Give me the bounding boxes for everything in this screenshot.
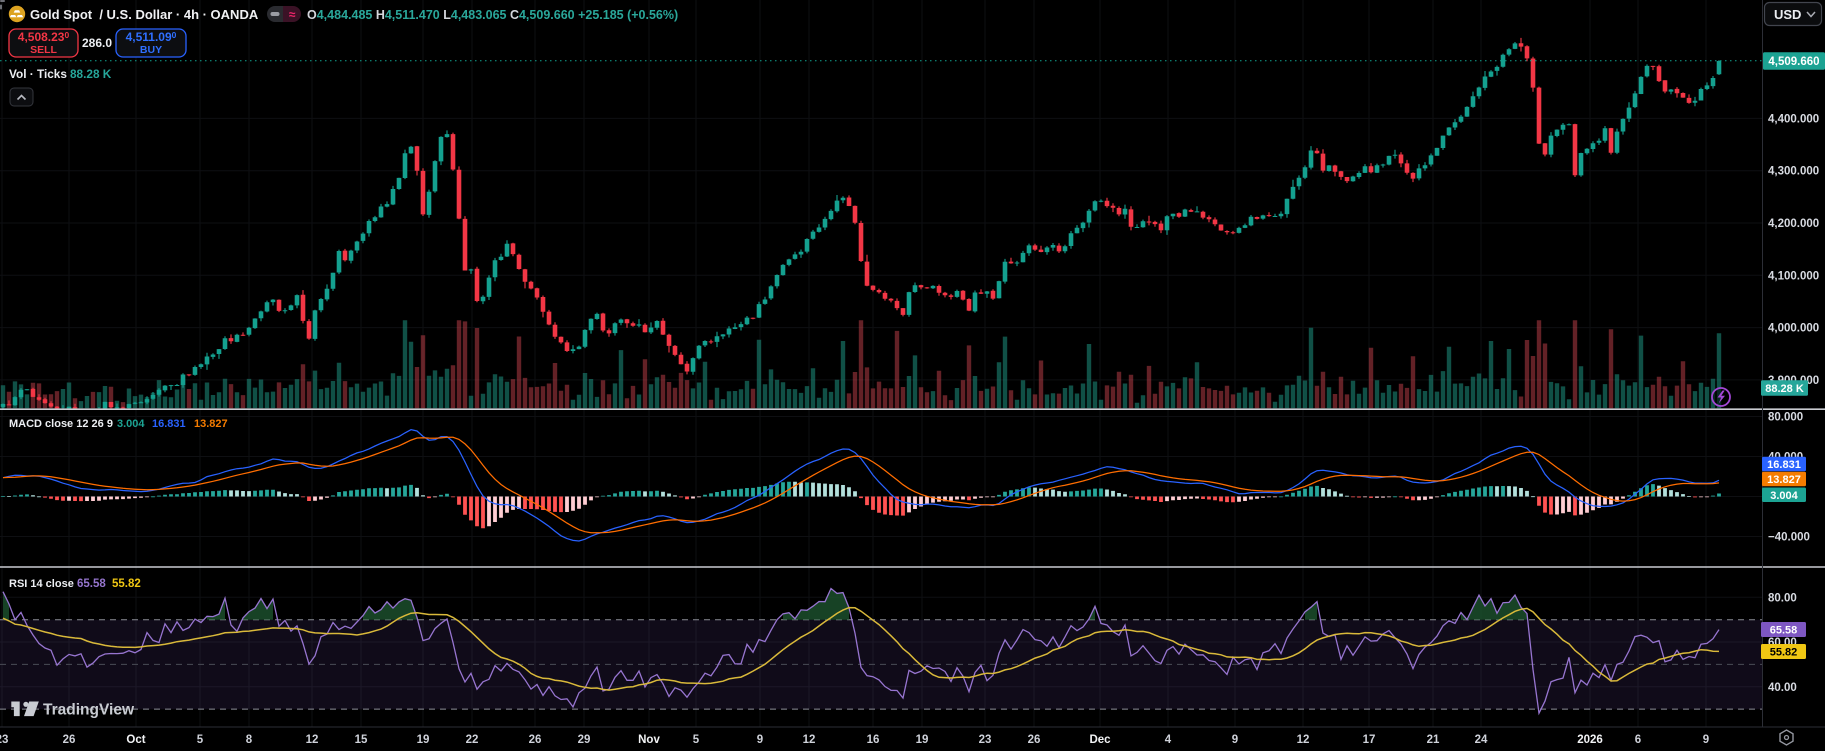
- svg-text:4,400.000: 4,400.000: [1768, 113, 1819, 125]
- svg-text:19: 19: [916, 734, 929, 746]
- svg-text:5: 5: [197, 734, 204, 746]
- svg-text:4,100.000: 4,100.000: [1768, 270, 1819, 282]
- svg-text:4,200.000: 4,200.000: [1768, 218, 1819, 230]
- svg-text:Dec: Dec: [1089, 734, 1111, 746]
- svg-text:24: 24: [1475, 734, 1488, 746]
- svg-text:−40.000: −40.000: [1768, 532, 1810, 544]
- svg-text:80.000: 80.000: [1768, 412, 1803, 424]
- svg-text:88.28 K: 88.28 K: [70, 67, 112, 81]
- svg-text:16.831: 16.831: [152, 418, 186, 430]
- svg-text:MACD close 12 26 9: MACD close 12 26 9: [9, 418, 113, 430]
- svg-text:23: 23: [979, 734, 992, 746]
- svg-text:13.827: 13.827: [194, 418, 228, 430]
- svg-text:55.82: 55.82: [112, 578, 141, 590]
- svg-text:8: 8: [246, 734, 253, 746]
- svg-text:80.00: 80.00: [1768, 592, 1797, 604]
- svg-text:4,508.230: 4,508.230: [18, 30, 70, 44]
- svg-text:USD: USD: [1774, 7, 1801, 22]
- svg-text:16: 16: [867, 734, 880, 746]
- svg-text:6: 6: [1635, 734, 1641, 746]
- svg-text:TradingView: TradingView: [43, 702, 135, 719]
- svg-text:88.28 K: 88.28 K: [1765, 383, 1804, 395]
- svg-text:21: 21: [1427, 734, 1440, 746]
- svg-text:26: 26: [529, 734, 542, 746]
- svg-text:16.831: 16.831: [1767, 459, 1801, 471]
- svg-text:29: 29: [578, 734, 591, 746]
- svg-text:Nov: Nov: [638, 734, 660, 746]
- svg-text:4,509.660: 4,509.660: [1768, 56, 1819, 68]
- svg-text:2026: 2026: [1577, 734, 1603, 746]
- svg-text:≈: ≈: [289, 8, 296, 22]
- svg-text:4,000.000: 4,000.000: [1768, 323, 1819, 335]
- svg-text:5: 5: [693, 734, 700, 746]
- svg-text:O4,484.485 H4,511.470 L4,483.0: O4,484.485 H4,511.470 L4,483.065 C4,509.…: [307, 8, 678, 22]
- svg-text:26: 26: [1028, 734, 1041, 746]
- svg-text:3.004: 3.004: [117, 418, 145, 430]
- svg-text:Oct: Oct: [126, 734, 145, 746]
- svg-text:17: 17: [1363, 734, 1376, 746]
- svg-text:9: 9: [1703, 734, 1709, 746]
- svg-text:SELL: SELL: [30, 44, 57, 56]
- svg-text:4: 4: [1165, 734, 1172, 746]
- svg-text:12: 12: [306, 734, 319, 746]
- svg-text:BUY: BUY: [140, 44, 162, 56]
- svg-text:15: 15: [355, 734, 368, 746]
- svg-text:12: 12: [803, 734, 816, 746]
- svg-text:3.004: 3.004: [1770, 490, 1798, 502]
- svg-text:26: 26: [63, 734, 76, 746]
- svg-text:65.58: 65.58: [1770, 625, 1798, 637]
- svg-text:65.58: 65.58: [77, 578, 106, 590]
- svg-text:9: 9: [757, 734, 763, 746]
- svg-text:23: 23: [0, 734, 8, 746]
- svg-text:40.00: 40.00: [1768, 682, 1797, 694]
- svg-text:4,300.000: 4,300.000: [1768, 166, 1819, 178]
- svg-text:9: 9: [1232, 734, 1238, 746]
- svg-text:Gold Spot / U.S. Dollar · 4h: Gold Spot / U.S. Dollar · 4h · OANDA: [30, 7, 259, 22]
- svg-text:286.0: 286.0: [82, 36, 112, 50]
- svg-text:55.82: 55.82: [1770, 647, 1798, 659]
- svg-text:Vol · Ticks: Vol · Ticks: [9, 67, 67, 81]
- svg-text:22: 22: [466, 734, 479, 746]
- svg-text:4,511.090: 4,511.090: [126, 30, 177, 44]
- svg-text:RSI 14 close: RSI 14 close: [9, 578, 74, 590]
- svg-text:19: 19: [417, 734, 430, 746]
- svg-text:13.827: 13.827: [1767, 474, 1801, 486]
- svg-text:12: 12: [1297, 734, 1310, 746]
